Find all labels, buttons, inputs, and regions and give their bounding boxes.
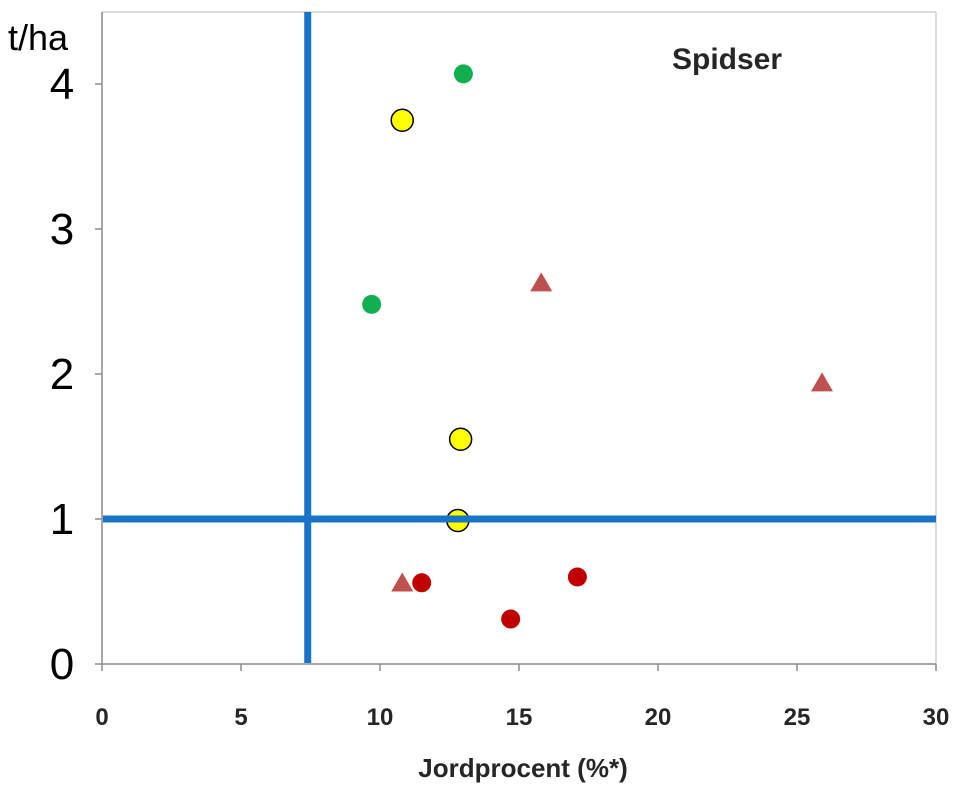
data-points: [362, 64, 834, 629]
data-point-circle: [362, 294, 382, 314]
data-point-triangle: [811, 372, 834, 392]
x-tick-label: 15: [506, 704, 533, 731]
y-tick-label: 3: [50, 205, 74, 254]
data-point-circle: [390, 108, 414, 132]
data-point-circle: [567, 567, 587, 587]
x-tick-label: 20: [645, 704, 672, 731]
y-axis-unit-label: t/ha: [8, 17, 69, 58]
y-tick-label: 1: [50, 495, 74, 544]
x-tick-label: 0: [95, 704, 108, 731]
data-point-circle: [453, 64, 473, 84]
axes: [95, 11, 937, 671]
x-tick-label: 25: [784, 704, 811, 731]
data-point-circle: [501, 609, 521, 629]
y-tick-label: 2: [50, 350, 74, 399]
x-tick-label: 5: [234, 704, 247, 731]
data-point-circle: [412, 573, 432, 593]
x-axis-label: Jordprocent (%*): [418, 753, 627, 783]
reference-lines: [103, 12, 936, 663]
chart-title: Spidser: [672, 43, 782, 76]
tick-labels: 0 1 2 3 4 0 5 10 15 20 25 30: [50, 60, 950, 731]
data-point-triangle: [391, 572, 414, 592]
y-tick-label: 4: [50, 60, 74, 109]
x-tick-label: 10: [367, 704, 394, 731]
y-tick-label: 0: [50, 640, 74, 689]
data-point-triangle: [530, 272, 553, 292]
x-tick-label: 30: [923, 704, 950, 731]
data-point-circle: [448, 427, 473, 451]
